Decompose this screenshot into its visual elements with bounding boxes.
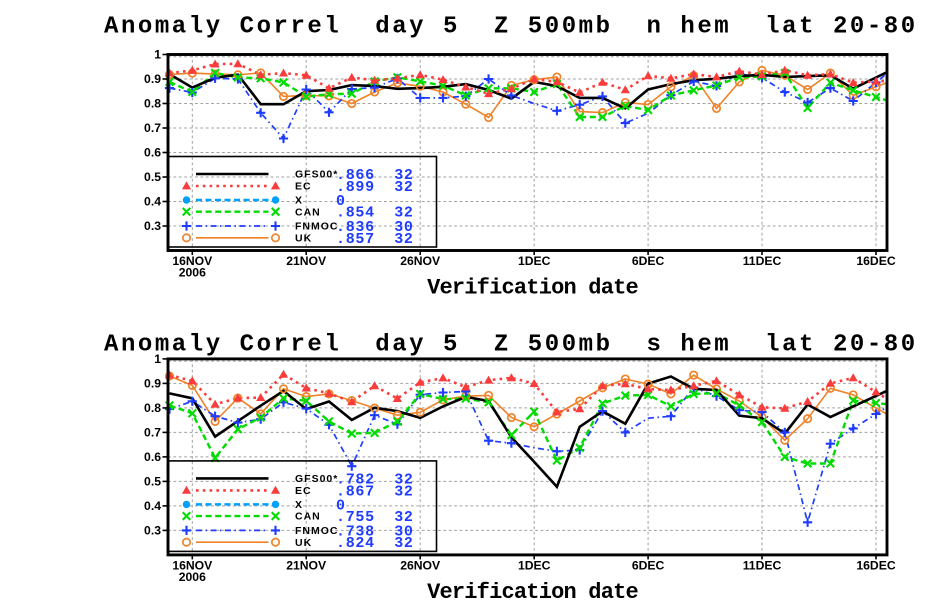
svg-text:.824 32: .824 32 [336,535,414,552]
svg-text:.738 30: .738 30 [336,523,414,540]
svg-text:X: X [295,195,303,207]
svg-text:.857 32: .857 32 [336,231,414,248]
svg-text:2006: 2006 [179,570,206,584]
svg-text:CAN: CAN [295,206,321,218]
svg-text:.782 32: .782 32 [336,471,414,488]
svg-text:FNMOC: FNMOC [295,221,339,233]
svg-text:0.3: 0.3 [144,219,161,233]
svg-text:0.4: 0.4 [144,195,161,209]
svg-text:16DEC: 16DEC [856,558,895,572]
svg-text:.836 30: .836 30 [336,219,414,236]
svg-text:.866 32: .866 32 [336,167,414,184]
svg-text:GFS00*: GFS00* [295,169,338,181]
svg-text:0.9: 0.9 [144,377,161,391]
svg-text:6DEC: 6DEC [632,254,665,268]
svg-text:EC: EC [295,181,312,193]
svg-text:0.3: 0.3 [144,524,161,538]
svg-text:Verification date: Verification date [427,580,638,605]
svg-text:11DEC: 11DEC [743,558,782,572]
svg-text:0.5: 0.5 [144,475,161,489]
svg-text:21NOV: 21NOV [286,558,327,572]
svg-text:0: 0 [336,193,346,210]
svg-text:CAN: CAN [295,511,321,523]
svg-text:26NOV: 26NOV [400,558,441,572]
svg-text:Verification date: Verification date [427,276,638,301]
svg-text:11DEC: 11DEC [743,254,782,268]
svg-text:UK: UK [295,537,312,549]
svg-text:FNMOC: FNMOC [295,525,339,537]
svg-text:EC: EC [295,485,312,497]
svg-text:1: 1 [154,352,161,366]
svg-text:6DEC: 6DEC [632,558,665,572]
svg-text:.899 32: .899 32 [336,179,414,196]
svg-text:21NOV: 21NOV [286,254,327,268]
svg-text:2006: 2006 [179,266,206,280]
svg-text:0.6: 0.6 [144,146,161,160]
svg-text:Anomaly Correl day 5 Z 500mb: Anomaly Correl day 5 Z 500mb n hem lat 2… [104,14,918,41]
svg-text:1DEC: 1DEC [518,558,551,572]
svg-text:1: 1 [154,48,161,62]
svg-text:.755 32: .755 32 [336,509,414,526]
svg-text:UK: UK [295,232,312,244]
svg-text:.854 32: .854 32 [336,205,414,222]
svg-text:16DEC: 16DEC [856,254,895,268]
svg-text:0.9: 0.9 [144,72,161,86]
svg-text:0.8: 0.8 [144,97,161,111]
svg-text:0.8: 0.8 [144,401,161,415]
svg-text:0.5: 0.5 [144,170,161,184]
svg-text:26NOV: 26NOV [400,254,441,268]
svg-text:0.7: 0.7 [144,426,161,440]
svg-text:X: X [295,499,303,511]
svg-text:0.4: 0.4 [144,499,161,513]
svg-text:0.6: 0.6 [144,450,161,464]
svg-text:16NOV: 16NOV [172,254,213,268]
svg-text:Anomaly Correl day 5 Z 500mb: Anomaly Correl day 5 Z 500mb s hem lat 2… [104,332,918,359]
svg-text:GFS00*: GFS00* [295,473,338,485]
svg-text:0.7: 0.7 [144,121,161,135]
svg-text:.867 32: .867 32 [336,483,414,500]
svg-text:16NOV: 16NOV [172,558,213,572]
svg-text:0: 0 [336,497,346,514]
svg-text:1DEC: 1DEC [518,254,551,268]
